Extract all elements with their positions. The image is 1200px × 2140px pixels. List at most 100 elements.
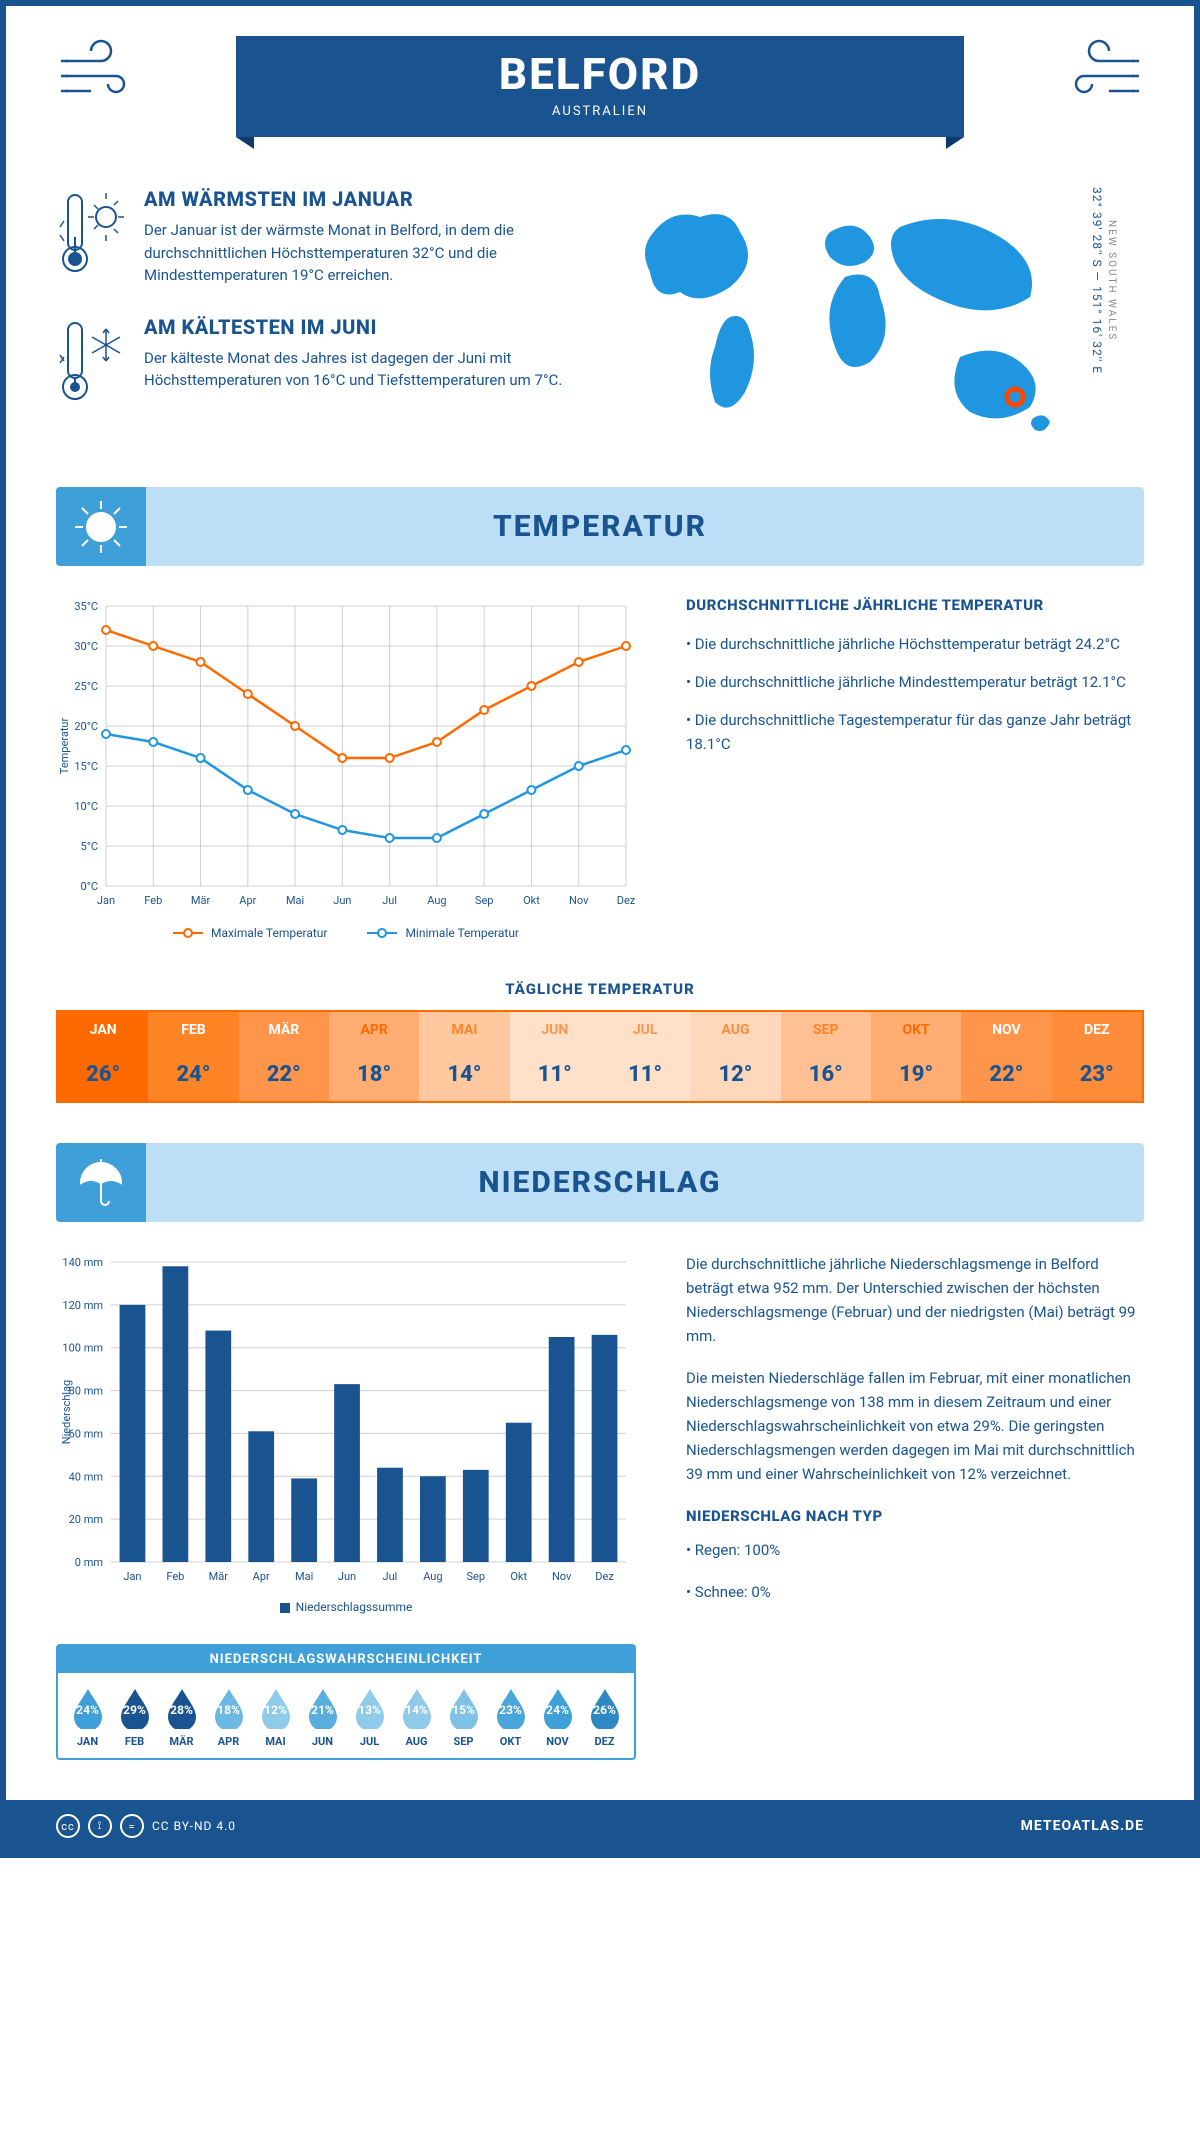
probability-box: NIEDERSCHLAGSWAHRSCHEINLICHKEIT 24%JAN29… <box>56 1644 636 1760</box>
prob-row: 24%JAN29%FEB28%MÄR18%APR12%MAI21%JUN13%J… <box>58 1673 634 1758</box>
site-name: METEOATLAS.DE <box>1021 1818 1144 1834</box>
precip-section: 0 mm20 mm40 mm60 mm80 mm100 mm120 mm140 … <box>6 1222 1194 1800</box>
svg-text:Okt: Okt <box>523 894 540 907</box>
precip-type-bullet: • Regen: 100% <box>686 1538 1144 1562</box>
prob-cell: 12%MAI <box>254 1687 297 1748</box>
svg-text:80 mm: 80 mm <box>69 1385 103 1398</box>
by-icon: ⟟ <box>88 1814 112 1838</box>
avg-bullet: • Die durchschnittliche jährliche Höchst… <box>686 632 1144 656</box>
svg-text:Mär: Mär <box>209 1570 229 1583</box>
thermometer-sun-icon <box>56 187 126 287</box>
precip-para: Die durchschnittliche jährliche Niedersc… <box>686 1252 1144 1348</box>
svg-text:Sep: Sep <box>475 894 494 907</box>
prob-cell: 14%AUG <box>395 1687 438 1748</box>
svg-text:Jul: Jul <box>383 1570 398 1583</box>
prob-cell: 28%MÄR <box>160 1687 203 1748</box>
svg-text:100 mm: 100 mm <box>62 1342 103 1355</box>
svg-text:Apr: Apr <box>253 1570 270 1583</box>
license: cc ⟟ = CC BY-ND 4.0 <box>56 1814 236 1838</box>
temp-cell: JUL11° <box>600 1012 690 1101</box>
map-column: NEW SOUTH WALES 32° 39' 28'' S — 151° 16… <box>620 187 1144 447</box>
warmest-text: Der Januar ist der wärmste Monat in Belf… <box>144 219 580 287</box>
svg-text:Feb: Feb <box>166 1570 184 1583</box>
coordinates: NEW SOUTH WALES 32° 39' 28'' S — 151° 16… <box>1090 187 1118 374</box>
svg-text:120 mm: 120 mm <box>62 1299 103 1312</box>
precip-left: 0 mm20 mm40 mm60 mm80 mm100 mm120 mm140 … <box>56 1252 636 1760</box>
precip-para: Die meisten Niederschläge fallen im Febr… <box>686 1366 1144 1486</box>
precip-legend: Niederschlagssumme <box>56 1600 636 1614</box>
daily-temp-table: JAN26°FEB24°MÄR22°APR18°MAI14°JUN11°JUL1… <box>56 1010 1144 1103</box>
svg-text:30°C: 30°C <box>74 640 98 653</box>
legend-min: Minimale Temperatur <box>405 926 519 940</box>
nd-icon: = <box>120 1814 144 1838</box>
temp-cell: APR18° <box>329 1012 419 1101</box>
svg-text:Jun: Jun <box>338 1570 356 1583</box>
svg-text:20 mm: 20 mm <box>69 1513 103 1526</box>
svg-text:0 mm: 0 mm <box>75 1556 103 1569</box>
wind-icon-right <box>1044 36 1144 106</box>
temp-cell: SEP16° <box>781 1012 871 1101</box>
avg-bullet: • Die durchschnittliche jährliche Mindes… <box>686 670 1144 694</box>
sun-icon <box>56 487 146 566</box>
info-column: AM WÄRMSTEN IM JANUAR Der Januar ist der… <box>56 187 580 447</box>
prob-cell: 26%DEZ <box>583 1687 626 1748</box>
svg-text:35°C: 35°C <box>74 600 98 613</box>
svg-text:Feb: Feb <box>144 894 162 907</box>
temperature-section-header: TEMPERATUR <box>56 487 1144 566</box>
prob-cell: 18%APR <box>207 1687 250 1748</box>
svg-text:Jun: Jun <box>333 894 351 907</box>
thermometer-snow-icon <box>56 315 126 405</box>
svg-text:10°C: 10°C <box>74 800 98 813</box>
umbrella-icon <box>56 1143 146 1222</box>
svg-text:140 mm: 140 mm <box>62 1256 103 1269</box>
warmest-title: AM WÄRMSTEN IM JANUAR <box>144 187 580 211</box>
temp-cell: NOV22° <box>961 1012 1051 1101</box>
country-name: AUSTRALIEN <box>236 104 964 119</box>
temp-legend: Maximale Temperatur Minimale Temperatur <box>56 926 636 940</box>
temp-cell: OKT19° <box>871 1012 961 1101</box>
precipitation-bar-chart: 0 mm20 mm40 mm60 mm80 mm100 mm120 mm140 … <box>56 1252 636 1592</box>
svg-text:Temperatur: Temperatur <box>58 718 71 775</box>
svg-text:Jan: Jan <box>97 894 115 907</box>
svg-text:Nov: Nov <box>552 1570 572 1583</box>
temp-cell: JUN11° <box>510 1012 600 1101</box>
svg-text:Apr: Apr <box>239 894 256 907</box>
svg-text:25°C: 25°C <box>74 680 98 693</box>
temperature-section: 0°C5°C10°C15°C20°C25°C30°C35°CJanFebMärA… <box>6 566 1194 980</box>
temp-cell: FEB24° <box>148 1012 238 1101</box>
prob-cell: 23%OKT <box>489 1687 532 1748</box>
prob-title: NIEDERSCHLAGSWAHRSCHEINLICHKEIT <box>58 1646 634 1673</box>
wind-icon-left <box>56 36 156 106</box>
temp-avg-text: DURCHSCHNITTLICHE JÄHRLICHE TEMPERATUR •… <box>686 596 1144 940</box>
temperature-line-chart: 0°C5°C10°C15°C20°C25°C30°C35°CJanFebMärA… <box>56 596 636 916</box>
svg-text:15°C: 15°C <box>74 760 98 773</box>
svg-text:60 mm: 60 mm <box>69 1427 103 1440</box>
svg-text:Mai: Mai <box>295 1570 313 1583</box>
header: BELFORD AUSTRALIEN <box>6 6 1194 157</box>
footer: cc ⟟ = CC BY-ND 4.0 METEOATLAS.DE <box>6 1800 1194 1852</box>
cc-icon: cc <box>56 1814 80 1838</box>
prob-cell: 29%FEB <box>113 1687 156 1748</box>
svg-text:Mär: Mär <box>191 894 211 907</box>
precip-section-header: NIEDERSCHLAG <box>56 1143 1144 1222</box>
temp-cell: AUG12° <box>690 1012 780 1101</box>
svg-text:Sep: Sep <box>467 1570 486 1583</box>
title-banner: BELFORD AUSTRALIEN <box>236 36 964 137</box>
precip-type-title: NIEDERSCHLAG NACH TYP <box>686 1504 1144 1528</box>
svg-text:Jul: Jul <box>382 894 397 907</box>
svg-text:5°C: 5°C <box>81 840 98 853</box>
svg-text:Nov: Nov <box>569 894 589 907</box>
city-name: BELFORD <box>236 48 964 100</box>
page: BELFORD AUSTRALIEN AM WÄRMSTEN IM JANUAR… <box>0 0 1200 1858</box>
license-text: CC BY-ND 4.0 <box>152 1819 236 1833</box>
prob-cell: 13%JUL <box>348 1687 391 1748</box>
svg-text:Dez: Dez <box>595 1570 614 1583</box>
prob-cell: 21%JUN <box>301 1687 344 1748</box>
coldest-title: AM KÄLTESTEN IM JUNI <box>144 315 580 339</box>
prob-cell: 15%SEP <box>442 1687 485 1748</box>
precip-type-bullet: • Schnee: 0% <box>686 1580 1144 1604</box>
prob-cell: 24%JAN <box>66 1687 109 1748</box>
avg-title: DURCHSCHNITTLICHE JÄHRLICHE TEMPERATUR <box>686 596 1144 614</box>
avg-bullet: • Die durchschnittliche Tagestemperatur … <box>686 708 1144 756</box>
temp-cell: DEZ23° <box>1052 1012 1142 1101</box>
